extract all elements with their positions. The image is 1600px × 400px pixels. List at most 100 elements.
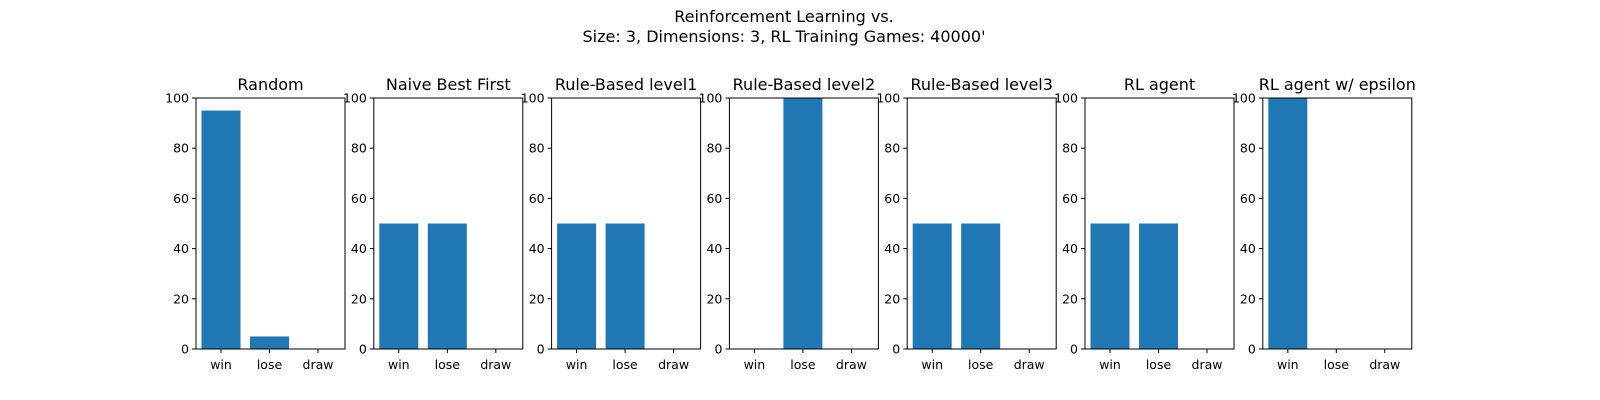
y-tick-label: 20	[173, 291, 189, 306]
y-tick-label: 40	[706, 241, 722, 256]
y-tick-label: 0	[359, 342, 367, 357]
bar-lose	[427, 223, 467, 349]
subplot-5: 0 20 40 60 80 100 win lose draw Rule-Based level3	[876, 75, 1057, 372]
y-tick-label: 20	[884, 291, 900, 306]
axes-frame	[195, 97, 346, 350]
x-tick-label-lose: lose	[435, 357, 461, 372]
y-tick-label: 0	[1070, 342, 1078, 357]
axes-frame	[1084, 97, 1235, 350]
subplot-title: Rule-Based level3	[910, 75, 1052, 94]
subplot-3: 0 20 40 60 80 100 win lose draw Rule-Based level1	[521, 75, 702, 372]
bar-win	[1090, 223, 1130, 349]
x-tick-label-win: win	[566, 357, 588, 372]
axes-frame	[1262, 97, 1413, 350]
x-tick-label-draw: draw	[1369, 357, 1400, 372]
subplot-title: Rule-Based level1	[555, 75, 697, 94]
x-tick-label-lose: lose	[1324, 357, 1350, 372]
y-tick-label: 80	[1240, 141, 1256, 156]
subplot-panels: 0 20 40 60 80 100 win lose draw Random 0 20 40 60 80 10…	[165, 75, 1416, 372]
y-tick-label: 0	[537, 342, 545, 357]
x-tick-label-win: win	[210, 357, 232, 372]
axes-frame	[551, 97, 702, 350]
subplot-2: 0 20 40 60 80 100 win lose draw Naive Best First	[343, 75, 524, 372]
y-tick-label: 100	[1232, 91, 1256, 106]
x-tick-label-draw: draw	[303, 357, 334, 372]
y-tick-label: 60	[529, 191, 545, 206]
y-tick-label: 100	[1054, 91, 1078, 106]
y-tick-label: 20	[529, 291, 545, 306]
y-tick-label: 80	[884, 141, 900, 156]
subplot-7: 0 20 40 60 80 100 win lose draw RL agent w/ epsil…	[1232, 75, 1416, 372]
y-tick-label: 60	[351, 191, 367, 206]
bar-lose	[605, 223, 645, 349]
x-tick-label-win: win	[388, 357, 410, 372]
x-tick-label-win: win	[744, 357, 766, 372]
y-tick-label: 60	[884, 191, 900, 206]
y-tick-label: 0	[1248, 342, 1256, 357]
bar-lose	[1139, 223, 1178, 349]
subplot-title: Random	[237, 75, 303, 94]
x-tick-label-lose: lose	[968, 357, 994, 372]
y-tick-label: 0	[714, 342, 722, 357]
subplot-6: 0 20 40 60 80 100 win lose draw RL agent	[1054, 75, 1235, 372]
y-tick-label: 100	[343, 91, 367, 106]
y-tick-label: 80	[173, 141, 189, 156]
y-tick-label: 100	[699, 91, 723, 106]
bar-lose	[783, 98, 823, 349]
x-tick-label-lose: lose	[612, 357, 638, 372]
y-tick-label: 60	[173, 191, 189, 206]
y-tick-label: 100	[876, 91, 900, 106]
y-tick-label: 40	[351, 241, 367, 256]
y-tick-label: 20	[351, 291, 367, 306]
bar-win	[912, 223, 952, 349]
y-tick-label: 80	[351, 141, 367, 156]
bar-win	[379, 223, 419, 349]
bar-win	[201, 110, 241, 349]
subplot-4: 0 20 40 60 80 100 win lose draw Rule-Based level2	[699, 75, 879, 372]
x-tick-label-lose: lose	[790, 357, 816, 372]
axes-frame	[373, 97, 524, 350]
y-tick-label: 60	[706, 191, 722, 206]
y-tick-label: 0	[181, 342, 189, 357]
y-tick-label: 0	[892, 342, 900, 357]
x-tick-label-draw: draw	[480, 357, 511, 372]
subplot-title: Rule-Based level2	[733, 75, 875, 94]
y-tick-label: 80	[529, 141, 545, 156]
y-tick-label: 20	[1062, 291, 1078, 306]
y-tick-label: 80	[1062, 141, 1078, 156]
y-tick-label: 40	[1062, 241, 1078, 256]
y-tick-label: 40	[1240, 241, 1256, 256]
subplot-title: RL agent	[1124, 75, 1195, 94]
x-tick-label-draw: draw	[836, 357, 867, 372]
y-tick-label: 60	[1240, 191, 1256, 206]
y-tick-label: 100	[165, 91, 189, 106]
bar-win	[1268, 98, 1308, 349]
y-tick-label: 100	[521, 91, 545, 106]
bar-lose	[250, 336, 289, 349]
figure-title-line2: Size: 3, Dimensions: 3, RL Training Game…	[583, 27, 986, 46]
y-tick-label: 20	[706, 291, 722, 306]
figure-title-line1: Reinforcement Learning vs.	[674, 7, 893, 26]
y-tick-label: 80	[706, 141, 722, 156]
axes-frame	[906, 97, 1057, 350]
bar-win	[557, 223, 597, 349]
x-tick-label-win: win	[1277, 357, 1299, 372]
y-tick-label: 40	[173, 241, 189, 256]
y-tick-label: 40	[884, 241, 900, 256]
y-tick-label: 40	[529, 241, 545, 256]
axes-frame	[728, 97, 879, 350]
x-tick-label-draw: draw	[1192, 357, 1223, 372]
y-tick-label: 20	[1240, 291, 1256, 306]
x-tick-label-win: win	[921, 357, 943, 372]
x-tick-label-win: win	[1099, 357, 1121, 372]
x-tick-label-draw: draw	[1014, 357, 1045, 372]
subplot-title: Naive Best First	[386, 75, 511, 94]
y-tick-label: 60	[1062, 191, 1078, 206]
subplot-title: RL agent w/ epsilon	[1259, 75, 1416, 94]
x-tick-label-draw: draw	[658, 357, 689, 372]
subplot-1: 0 20 40 60 80 100 win lose draw Random	[165, 75, 346, 372]
x-tick-label-lose: lose	[257, 357, 283, 372]
bar-lose	[961, 223, 1001, 349]
x-tick-label-lose: lose	[1146, 357, 1172, 372]
